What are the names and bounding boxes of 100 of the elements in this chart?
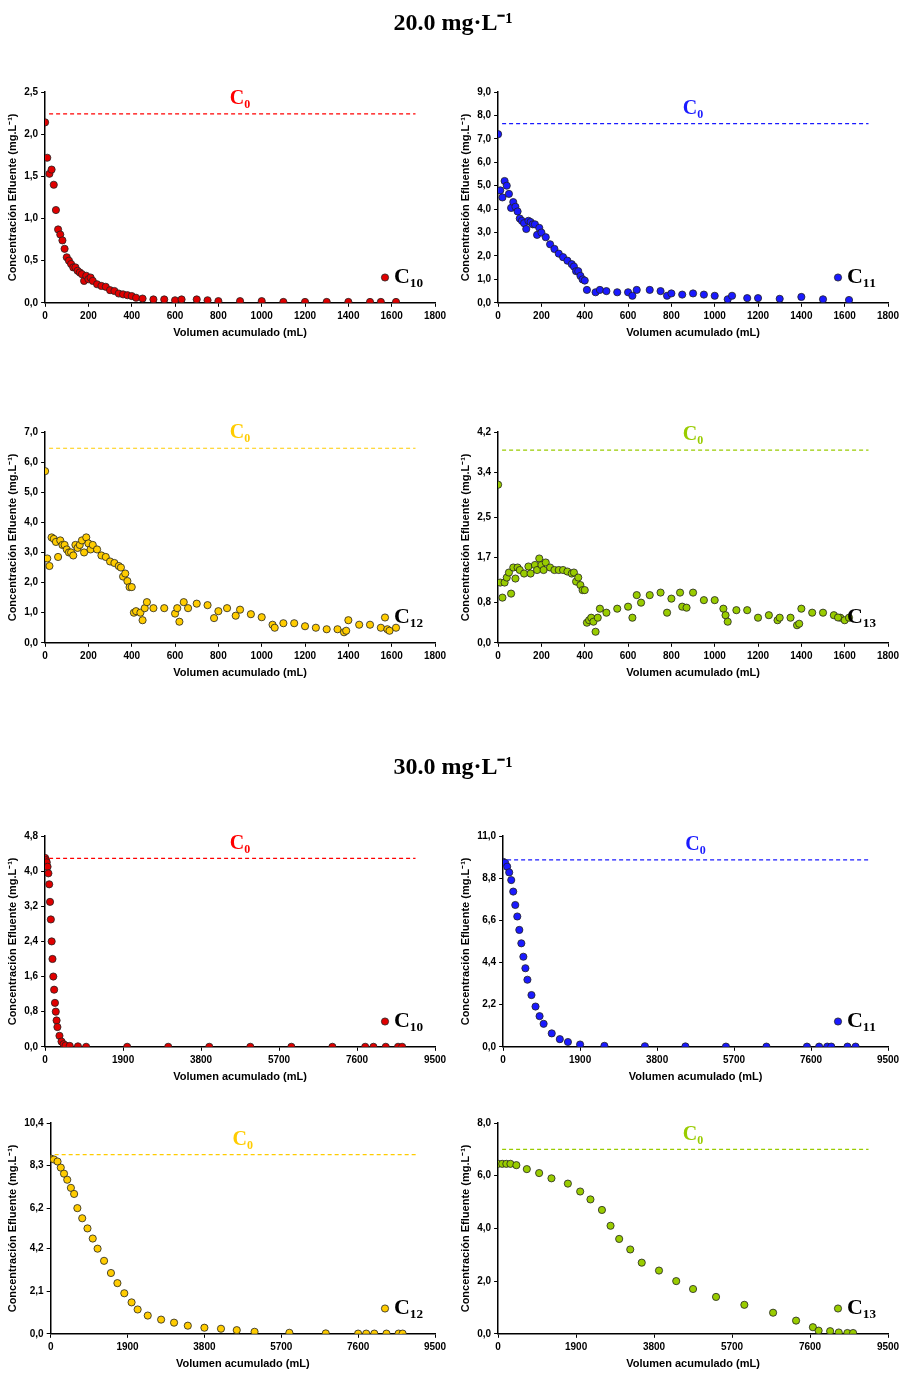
- x-tick-label: 5700: [720, 1340, 744, 1352]
- x-tick-label: 1900: [564, 1340, 588, 1352]
- y-tick-label: 0,0: [29, 1327, 45, 1339]
- y-tick-label: 0,0: [477, 636, 492, 648]
- x-tick-label: 5700: [267, 1053, 291, 1065]
- x-tick-label: 600: [619, 309, 637, 321]
- x-tick-label: 1000: [250, 309, 274, 321]
- y-tick-label: 0,0: [482, 1040, 497, 1052]
- x-tick-label: 200: [533, 309, 551, 321]
- x-tick-label: 800: [210, 309, 228, 321]
- y-tick-label: 3,0: [24, 546, 39, 558]
- y-tick-label: 6,0: [477, 1169, 492, 1181]
- y-tick-label: 6,0: [24, 455, 39, 467]
- y-tick-label: 4,8: [24, 829, 39, 841]
- y-tick-label: 4,2: [29, 1242, 45, 1254]
- x-tick-label: 1600: [380, 309, 404, 321]
- ref-line-label: C₀: [685, 832, 706, 855]
- y-tick-label: 3,0: [477, 226, 492, 238]
- x-tick-label: 9500: [423, 1340, 447, 1352]
- ref-line-label: C₀: [229, 86, 251, 109]
- x-tick-label: 3800: [189, 1053, 213, 1065]
- x-axis-title: Volumen acumulado (mL): [176, 1357, 310, 1370]
- legend-label: C₁₁: [847, 1007, 877, 1033]
- y-tick-label: 5,0: [24, 485, 39, 497]
- ref-line-label: C₀: [682, 95, 704, 118]
- x-tick-label: 400: [123, 309, 141, 321]
- y-tick-label: 2,1: [29, 1284, 45, 1296]
- y-axis-title: Concentración Efluente (mg.L⁻¹): [5, 1144, 18, 1313]
- y-tick-label: 2,0: [477, 249, 492, 261]
- x-tick-label: 1400: [790, 309, 813, 321]
- y-tick-label: 0,0: [477, 296, 492, 308]
- y-tick-label: 1,7: [477, 551, 492, 563]
- y-tick-label: 1,5: [24, 170, 39, 182]
- y-tick-label: 8,0: [477, 109, 492, 121]
- x-tick-label: 1200: [293, 309, 317, 321]
- x-tick-label: 400: [123, 649, 141, 661]
- x-axis-title: Volumen acumulado (mL): [626, 1357, 761, 1370]
- y-tick-label: 5,0: [477, 179, 492, 191]
- y-tick-label: 2,0: [24, 576, 39, 588]
- x-tick-label: 400: [576, 649, 594, 661]
- y-tick-label: 2,5: [24, 85, 39, 97]
- legend-label: C₁₀: [394, 1007, 424, 1033]
- y-tick-label: 7,0: [477, 132, 492, 144]
- x-tick-label: 3800: [193, 1340, 216, 1352]
- y-tick-label: 4,0: [24, 516, 39, 528]
- x-tick-label: 1900: [111, 1053, 135, 1065]
- legend-label: C₁₃: [847, 1294, 877, 1320]
- x-axis-title: Volumen acumulado (mL): [173, 1070, 308, 1083]
- x-tick-label: 1800: [876, 309, 900, 321]
- y-axis-title: Concentración Efluente (mg.L⁻¹): [458, 1144, 471, 1313]
- y-tick-label: 0,0: [24, 296, 39, 308]
- y-tick-label: 4,0: [477, 1222, 492, 1234]
- x-tick-label: 600: [166, 309, 184, 321]
- x-tick-label: 1900: [568, 1053, 592, 1065]
- x-tick-label: 1900: [116, 1340, 140, 1352]
- x-tick-label: 1400: [337, 649, 360, 661]
- x-tick-label: 600: [166, 649, 184, 661]
- x-tick-label: 1800: [423, 309, 447, 321]
- x-axis-title: Volumen acumulado (mL): [626, 326, 761, 339]
- y-tick-label: 1,6: [24, 970, 39, 982]
- x-tick-label: 7600: [345, 1053, 369, 1065]
- x-tick-label: 0: [47, 1340, 54, 1352]
- x-tick-label: 1200: [746, 309, 770, 321]
- x-tick-label: 9500: [876, 1340, 900, 1352]
- x-tick-label: 1600: [833, 649, 857, 661]
- y-tick-label: 0,8: [24, 1005, 39, 1017]
- x-tick-label: 200: [80, 649, 98, 661]
- y-tick-label: 0,0: [24, 1040, 39, 1052]
- x-tick-label: 1000: [703, 309, 727, 321]
- y-tick-label: 4,4: [482, 956, 497, 968]
- y-tick-label: 2,0: [477, 1274, 492, 1286]
- x-tick-label: 0: [495, 1340, 502, 1352]
- x-tick-label: 1200: [746, 649, 770, 661]
- y-tick-label: 0,0: [24, 636, 39, 648]
- x-tick-label: 3800: [642, 1340, 666, 1352]
- x-tick-label: 1400: [790, 649, 813, 661]
- ref-line-label: C₀: [232, 1126, 254, 1149]
- y-tick-label: 1,0: [477, 273, 492, 285]
- legend-label: C₁₀: [394, 263, 424, 289]
- y-axis-title: Concentración Efluente (mg.L⁻¹): [458, 857, 471, 1026]
- y-tick-label: 0,5: [24, 254, 39, 266]
- x-tick-label: 0: [500, 1053, 507, 1065]
- x-tick-label: 1800: [423, 649, 447, 661]
- y-axis-title: Concentración Efluente (mg.L⁻¹): [458, 113, 471, 282]
- x-tick-label: 1000: [703, 649, 727, 661]
- legend-label: C₁₃: [847, 603, 877, 629]
- x-tick-label: 200: [533, 649, 551, 661]
- x-tick-label: 7600: [798, 1340, 822, 1352]
- x-axis-title: Volumen acumulado (mL): [173, 326, 308, 339]
- y-axis-title: Concentración Efluente (mg.L⁻¹): [5, 113, 18, 282]
- legend-label: C₁₂: [394, 603, 424, 629]
- legend-label: C₁₂: [394, 1294, 424, 1320]
- x-tick-label: 1400: [337, 309, 360, 321]
- x-tick-label: 0: [42, 1053, 49, 1065]
- chart-title: 20.0 mg·L⁻¹: [392, 8, 514, 37]
- x-tick-label: 0: [495, 309, 502, 321]
- y-tick-label: 7,0: [24, 425, 39, 437]
- x-tick-label: 5700: [722, 1053, 746, 1065]
- x-tick-label: 800: [210, 649, 228, 661]
- y-tick-label: 0,0: [477, 1327, 492, 1339]
